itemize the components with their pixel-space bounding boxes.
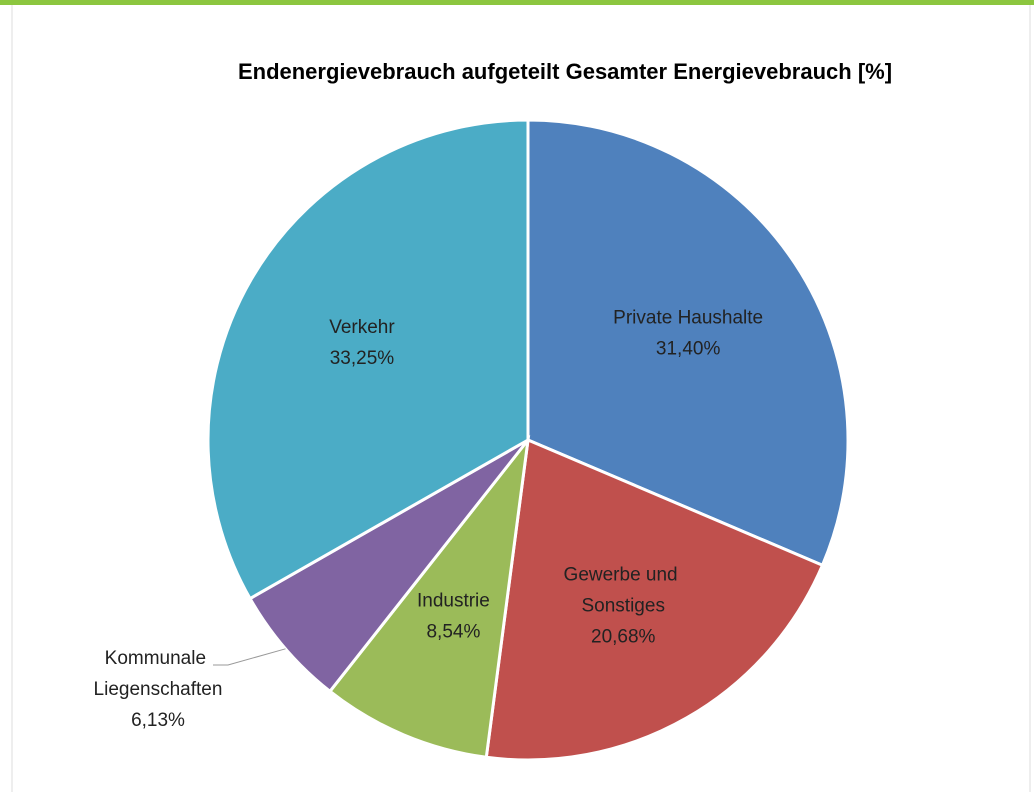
label-line: Sonstiges	[582, 596, 665, 617]
slice-category-label: Private Haushalte	[613, 308, 763, 329]
label-line: Private Haushalte	[613, 308, 763, 329]
slice-value-label: 8,54%	[426, 621, 480, 642]
slice-value-label: 6,13%	[131, 710, 185, 731]
pie-slice	[206, 118, 530, 601]
label-line: Industrie	[417, 590, 490, 611]
leader-line	[213, 648, 286, 666]
slice-category-label: Gewerbe und Sonstiges	[564, 565, 683, 617]
pie-slice	[327, 434, 531, 759]
slice-value-label: 33,25%	[330, 348, 395, 369]
slice-value-label: 20,68%	[591, 627, 656, 648]
slice-category-label: Industrie	[417, 590, 490, 611]
pie-slice	[526, 118, 850, 568]
label-line: Gewerbe und	[564, 565, 683, 586]
slice-category-label: Verkehr	[329, 317, 395, 338]
slice-category-label: Kommunale Liegenschaften	[94, 648, 223, 700]
label-line: Kommunale	[105, 648, 212, 669]
label-line: Verkehr	[329, 317, 395, 338]
pie-slice	[247, 438, 530, 694]
pie-slice	[484, 437, 825, 762]
label-line: Liegenschaften	[94, 679, 223, 700]
chart-title: Endenergievebrauch aufgeteilt Gesamter E…	[238, 59, 892, 84]
top-bar	[0, 0, 1034, 5]
slice-value-label: 31,40%	[656, 339, 721, 360]
